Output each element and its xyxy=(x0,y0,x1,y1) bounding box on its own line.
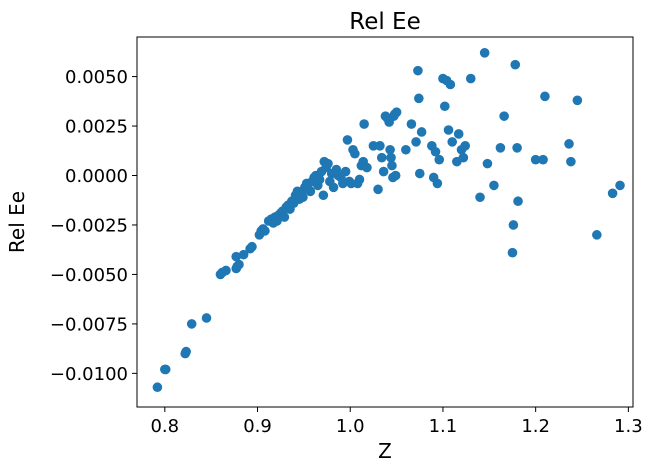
data-point xyxy=(152,382,163,393)
data-point xyxy=(416,127,427,137)
data-point xyxy=(564,139,574,149)
data-point xyxy=(615,180,625,191)
data-point xyxy=(453,129,464,139)
x-tick-label: 0.8 xyxy=(150,416,179,437)
data-point xyxy=(201,313,212,323)
data-point xyxy=(592,230,602,240)
data-point xyxy=(386,152,396,163)
data-point xyxy=(460,141,470,151)
data-point xyxy=(495,143,506,153)
data-point xyxy=(413,65,423,76)
data-point xyxy=(390,170,401,181)
x-tick-label: 1.2 xyxy=(521,416,550,437)
x-tick-label: 1.0 xyxy=(336,416,365,437)
data-point xyxy=(231,251,241,262)
data-point xyxy=(465,73,476,84)
data-point xyxy=(373,184,383,195)
y-axis: −0.0100 −0.0075 −0.0050 −0.0025 0.0000 0.0025… xyxy=(50,67,137,385)
data-point xyxy=(499,111,509,121)
data-point xyxy=(221,265,231,276)
data-point xyxy=(328,182,339,193)
data-point xyxy=(340,166,351,177)
data-point xyxy=(430,146,441,157)
y-tick-label: 0.0025 xyxy=(65,117,128,138)
data-point xyxy=(482,158,493,169)
data-point xyxy=(234,259,244,270)
y-axis-label: Rel Ee xyxy=(5,191,29,253)
data-point xyxy=(406,119,417,129)
data-point xyxy=(318,190,329,201)
data-point xyxy=(385,144,395,155)
data-point xyxy=(414,168,425,179)
data-point xyxy=(350,148,360,159)
x-axis: 0.8 0.9 1.0 1.1 1.2 1.3 xyxy=(150,407,643,437)
data-point xyxy=(443,125,454,135)
plot-frame xyxy=(136,36,634,408)
data-point xyxy=(314,174,325,185)
x-axis-label: Z xyxy=(378,439,392,463)
data-point xyxy=(432,178,443,189)
chart-title: Rel Ee xyxy=(349,9,420,35)
data-point xyxy=(362,162,372,173)
y-tick-label: 0.0050 xyxy=(65,67,128,88)
data-point xyxy=(387,160,397,171)
data-point xyxy=(607,188,618,199)
data-point xyxy=(475,192,485,203)
y-tick-label: −0.0025 xyxy=(50,215,128,236)
data-point xyxy=(540,91,550,102)
data-point xyxy=(375,141,385,151)
x-tick-label: 1.1 xyxy=(429,416,458,437)
data-point xyxy=(513,196,523,207)
data-point xyxy=(354,174,365,185)
points-layer xyxy=(152,48,625,393)
data-point xyxy=(391,107,402,117)
data-point xyxy=(489,180,499,191)
data-point xyxy=(181,346,191,357)
data-point xyxy=(160,364,171,375)
data-point xyxy=(447,137,458,147)
data-point xyxy=(530,154,541,165)
y-tick-label: −0.0050 xyxy=(50,265,128,286)
data-point xyxy=(186,319,197,329)
data-point xyxy=(376,152,387,163)
data-point xyxy=(323,158,333,169)
y-tick-label: 0.0000 xyxy=(65,166,128,187)
data-point xyxy=(359,119,369,129)
data-point xyxy=(445,79,456,90)
x-tick-label: 0.9 xyxy=(243,416,272,437)
data-point xyxy=(434,154,445,165)
data-point xyxy=(279,212,290,222)
y-tick-label: −0.0075 xyxy=(50,314,128,335)
data-point xyxy=(411,137,421,147)
x-tick-label: 1.3 xyxy=(614,416,643,437)
data-point xyxy=(538,154,548,165)
data-point xyxy=(298,192,308,203)
data-point xyxy=(342,135,353,145)
data-point xyxy=(507,247,518,258)
data-point xyxy=(305,186,316,197)
data-point xyxy=(247,241,257,252)
data-point xyxy=(508,220,519,230)
y-tick-label: −0.0100 xyxy=(50,364,128,385)
data-point xyxy=(479,48,490,58)
data-point xyxy=(510,59,521,70)
data-point xyxy=(414,93,424,104)
data-point xyxy=(512,143,522,153)
data-point xyxy=(260,226,270,236)
data-point xyxy=(572,95,583,106)
data-point xyxy=(458,152,469,163)
data-point xyxy=(238,249,249,260)
data-point xyxy=(566,156,576,167)
data-point xyxy=(401,144,411,155)
data-point xyxy=(378,166,389,177)
data-point xyxy=(440,101,450,112)
